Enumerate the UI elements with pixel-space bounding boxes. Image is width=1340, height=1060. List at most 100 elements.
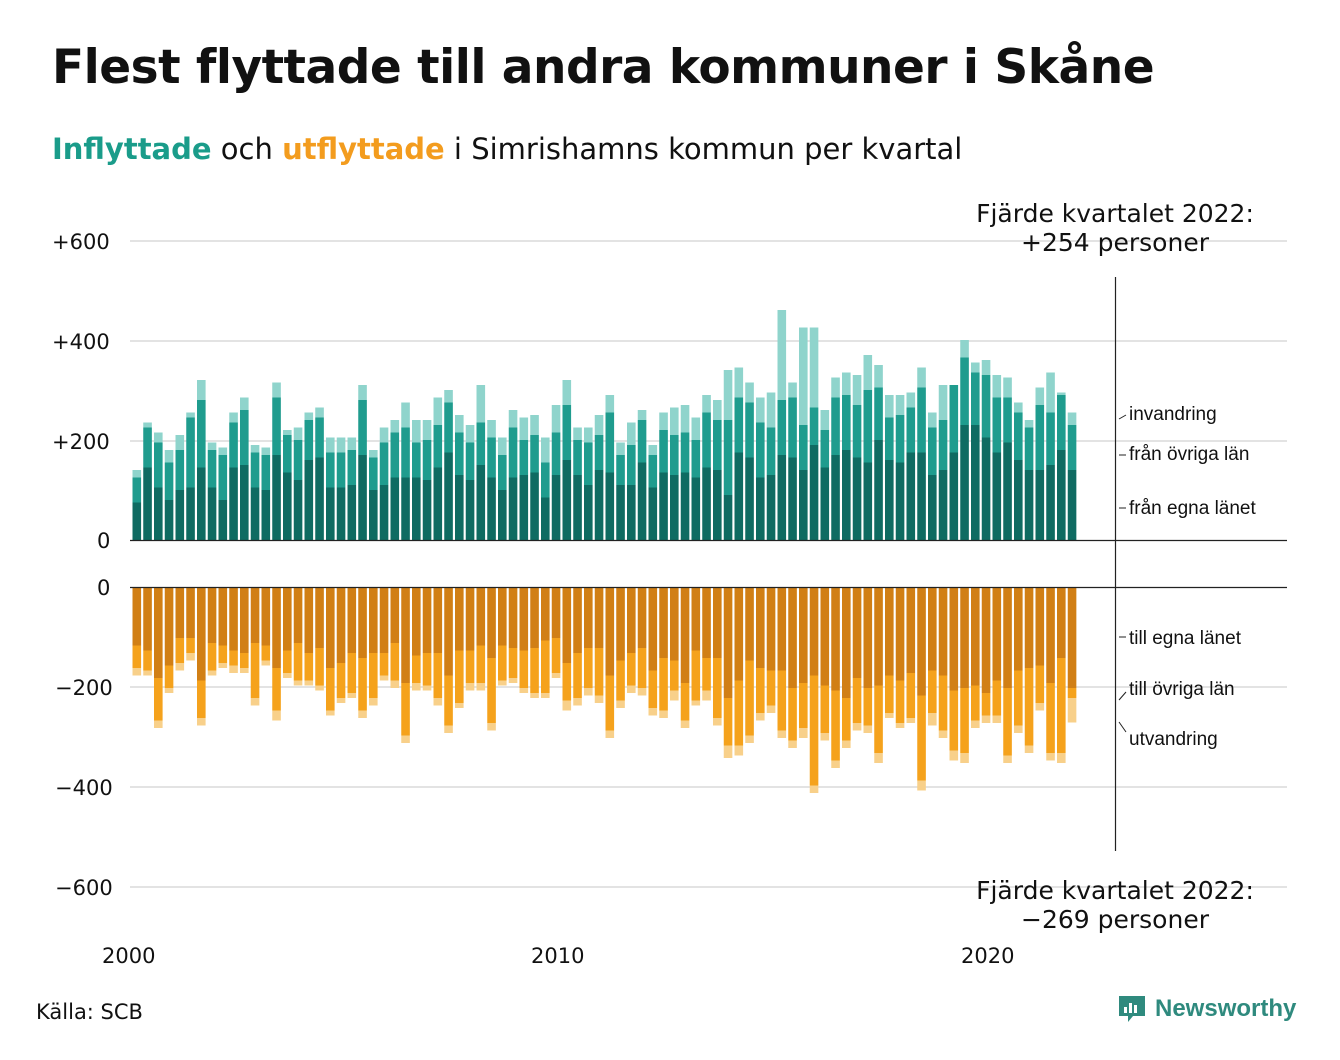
bar-out-own bbox=[992, 588, 1002, 681]
bar-in-own bbox=[691, 477, 701, 540]
bar-out-own bbox=[938, 588, 948, 676]
bar-out-emig bbox=[541, 693, 550, 698]
bar-out-emig bbox=[132, 668, 142, 676]
bar-in-immig bbox=[412, 420, 421, 443]
bar-in-immig bbox=[272, 382, 281, 398]
label-utvandring: utvandring bbox=[1129, 729, 1218, 750]
bar-in-other bbox=[637, 420, 647, 463]
bar-out-other bbox=[1024, 668, 1034, 746]
series-labels-in: invandring från övriga län från egna län… bbox=[1118, 404, 1256, 519]
bar-in-immig bbox=[390, 420, 400, 433]
bar-in-other bbox=[551, 432, 561, 475]
label-till-egna-lanet: till egna länet bbox=[1129, 628, 1242, 649]
bar-in-other bbox=[433, 425, 443, 468]
bar-in-immig bbox=[422, 420, 432, 440]
bar-out-other bbox=[906, 673, 916, 718]
bar-in-own bbox=[218, 500, 228, 540]
bar-out-emig bbox=[917, 780, 926, 791]
bar-in-immig bbox=[530, 415, 539, 435]
bar-out-own bbox=[659, 588, 668, 658]
bar-in-own bbox=[465, 480, 475, 540]
bar-in-immig bbox=[938, 385, 948, 420]
bar-in-own bbox=[799, 470, 808, 540]
bar-in-immig bbox=[680, 405, 690, 433]
bar-out-own bbox=[895, 588, 905, 681]
bar-in-own bbox=[315, 457, 324, 540]
annotation-top: Fjärde kvartalet 2022: +254 personer bbox=[976, 199, 1254, 257]
bar-out-emig bbox=[745, 735, 754, 743]
bar-out-other bbox=[530, 648, 539, 693]
annotation-bottom-line1: Fjärde kvartalet 2022: bbox=[976, 876, 1254, 905]
bar-in-immig bbox=[627, 422, 636, 445]
bar-in-own bbox=[723, 495, 733, 540]
bar-in-immig bbox=[842, 372, 851, 395]
y-tick-200: +200 bbox=[52, 430, 110, 454]
bar-in-own bbox=[777, 455, 787, 540]
bar-out-emig bbox=[788, 740, 797, 748]
bar-out-other bbox=[1003, 688, 1012, 756]
bar-in-other bbox=[1057, 395, 1066, 450]
bar-in-immig bbox=[401, 402, 410, 428]
y-tick-400: +400 bbox=[52, 330, 110, 354]
bar-out-own bbox=[455, 588, 464, 651]
bar-in-immig bbox=[702, 395, 711, 413]
bar-in-own bbox=[379, 485, 389, 540]
bar-in-other bbox=[487, 437, 496, 478]
bar-in-other bbox=[272, 397, 281, 455]
bar-in-other bbox=[863, 390, 873, 463]
bar-out-own bbox=[444, 588, 453, 676]
annotation-top-line1: Fjärde kvartalet 2022: bbox=[976, 199, 1254, 228]
bar-in-other bbox=[960, 357, 969, 425]
bar-in-other bbox=[842, 395, 851, 450]
bar-in-own bbox=[272, 455, 281, 540]
bar-out-emig bbox=[551, 673, 561, 678]
bar-in-other bbox=[240, 410, 249, 465]
bar-out-other bbox=[519, 650, 529, 688]
bar-out-own bbox=[562, 588, 572, 663]
inflow-bars bbox=[132, 310, 1077, 540]
bar-out-own bbox=[1014, 588, 1023, 671]
bar-in-immig bbox=[605, 395, 615, 413]
bar-in-own bbox=[1067, 470, 1077, 540]
bar-out-other bbox=[315, 648, 324, 686]
bar-out-own bbox=[766, 588, 776, 671]
bar-in-other bbox=[831, 397, 840, 455]
leader-invandring bbox=[1118, 414, 1127, 420]
bar-in-other bbox=[777, 400, 787, 455]
bar-in-immig bbox=[154, 432, 163, 443]
bar-out-own bbox=[960, 588, 969, 688]
bar-out-other bbox=[573, 653, 582, 698]
bar-in-other bbox=[143, 427, 152, 468]
bar-out-other bbox=[616, 660, 625, 701]
bar-in-other bbox=[981, 375, 991, 438]
bar-out-own bbox=[240, 588, 249, 653]
bar-out-emig bbox=[455, 703, 464, 708]
bar-in-other bbox=[379, 442, 389, 485]
bar-in-other bbox=[175, 450, 185, 490]
bar-out-emig bbox=[530, 693, 539, 698]
bar-out-emig bbox=[938, 730, 948, 738]
bar-in-own bbox=[551, 475, 561, 540]
bar-in-immig bbox=[809, 327, 819, 408]
bar-out-emig bbox=[648, 708, 658, 716]
bar-out-emig bbox=[874, 753, 883, 763]
bar-in-immig bbox=[476, 385, 486, 423]
bar-in-own bbox=[616, 485, 625, 540]
bar-in-immig bbox=[723, 370, 733, 420]
bar-out-other bbox=[143, 650, 152, 671]
bar-out-own bbox=[390, 588, 400, 643]
bar-out-other bbox=[949, 690, 959, 751]
bar-in-immig bbox=[218, 447, 228, 455]
bar-in-immig bbox=[508, 410, 518, 428]
bar-out-emig bbox=[476, 683, 486, 691]
bar-in-other bbox=[476, 422, 486, 465]
bar-in-own bbox=[788, 457, 797, 540]
bar-out-emig bbox=[143, 670, 152, 676]
bar-in-other bbox=[519, 440, 529, 475]
bar-out-own bbox=[852, 588, 862, 678]
bar-in-immig bbox=[745, 382, 754, 403]
bar-in-immig bbox=[885, 395, 894, 418]
bar-in-other bbox=[992, 397, 1002, 453]
bar-out-other bbox=[250, 643, 260, 698]
bar-in-own bbox=[326, 487, 335, 540]
